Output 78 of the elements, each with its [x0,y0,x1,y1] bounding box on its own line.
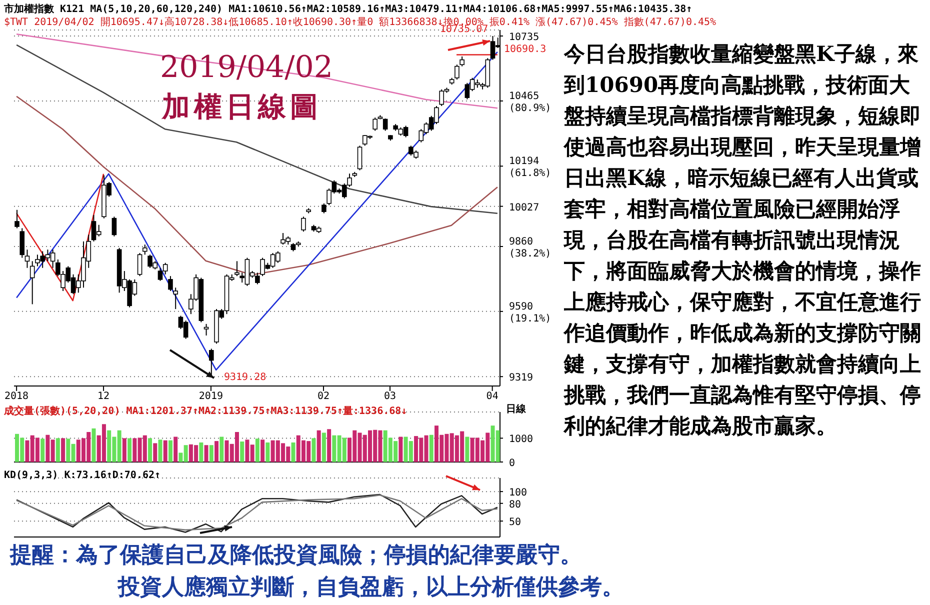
text: 今日台股指數收量縮變盤黑K子線，來到10690再度向高點挑戰，技術面大盤持續呈現高檔指標背離現象，短線即使過高也容易出現壓回，昨天呈現量增日出黑K線，暗示短線已經有人出貨或套牢，相對高檔位置風險已經開始浮現，台股在高檔有轉折訊號出現情況下，將面臨威脅大於機會的情境，操作上應持戒心，保守應對，不宜任意進行作追價動作，昨低成為新的支撐防守關鍵，支撐有守，加權指數就會持續向上挑戰，我們一直認為惟有堅守停損、停利的紀律才能成為股市贏家。 [564,41,921,438]
y-tick-label: 1000 [509,434,534,446]
annotation: KD(9,3,3) K:73.16↑D:70.62↑ [4,470,161,481]
y-tick-label: 100 [509,488,528,499]
bar [465,436,470,462]
candlestick [24,249,30,268]
line-series [16,51,498,371]
bar [148,438,152,462]
y-tick-label: 10027 [509,202,540,214]
bar [240,442,244,462]
bar [260,440,265,462]
bar [255,438,260,462]
y-tick-label: 10194 (61.8%) [509,156,552,180]
candlestick [460,56,464,67]
bar [168,440,172,462]
annotation: 成交量(張數)(5,20,20) MA1:1201.37↑MA2:1139.75↑MA3:1139.75↑量:1336.68↓ [4,404,408,418]
bar [316,430,321,462]
bar [322,432,326,462]
candlestick [357,145,362,171]
candlestick [322,202,326,214]
candlestick [204,323,209,336]
x-tick-label: 2019 [198,391,224,402]
candlestick [301,216,306,232]
bar [204,445,208,462]
bar [174,436,178,462]
text: 投資人應獨立判斷，自負盈虧，以上分析僅供參考。 [118,573,624,602]
x-tick-label: 03 [384,391,396,402]
y-tick-label: 50 [509,517,522,528]
y-tick-label: 80 [509,499,522,510]
text: 10690.3 [504,44,546,55]
bar [40,438,45,462]
bar [163,440,168,462]
y-tick-label: 10465 (80.9%) [509,90,552,114]
line-series [16,44,498,214]
candlestick [173,287,178,310]
bar [291,442,296,462]
text: 日線 [506,402,526,416]
candlestick [234,260,240,277]
candlestick [454,64,460,80]
y-tick-label: 9319 [509,372,534,384]
bar [398,436,403,462]
bar [199,442,204,462]
text: 提醒：為了保護自己及降低投資風險；停損的紀律要嚴守。 [10,541,582,570]
bar [266,442,270,462]
candlestick [20,228,25,258]
bar [158,440,162,462]
candlestick [168,276,173,292]
candlestick [382,118,388,132]
text: 加權日線圖 [162,89,322,125]
x-tick-label: 2018 [4,391,29,402]
y-tick-label: 9860 (38.2%) [509,236,552,260]
text: 市加權指數 K121 MA(5,10,20,60,120,240) MA1:10610.56↑MA2:10589.16↑MA3:10479.11↑MA4:10106.68↑MA5:9997.55↑MA6:10435.38↑ [4,2,692,16]
annotation: 10735.07 [440,24,488,35]
bar [209,445,214,462]
candlestick [372,117,378,132]
y-tick-label: 0 [509,458,516,469]
x-tick-label: 04 [486,391,498,402]
candlestick [14,209,20,229]
bar [122,438,126,462]
candlestick [142,244,148,256]
bar [220,436,224,462]
bar [429,434,434,462]
bar [61,438,66,462]
y-tick-label: 9590 (19.1%) [509,301,552,324]
bar [128,438,132,462]
y-tick-label: 10735 [509,32,540,44]
bar [312,438,316,462]
candlestick [112,216,117,237]
candlestick [30,260,35,305]
x-tick-label: 12 [98,391,110,402]
x-tick-label: 02 [317,391,330,402]
bar [92,428,96,462]
candlestick [137,252,142,277]
bar [214,441,219,462]
bar [56,438,60,462]
bar [153,443,158,462]
annotation: 9319.28 [224,372,266,383]
bar [327,429,332,462]
